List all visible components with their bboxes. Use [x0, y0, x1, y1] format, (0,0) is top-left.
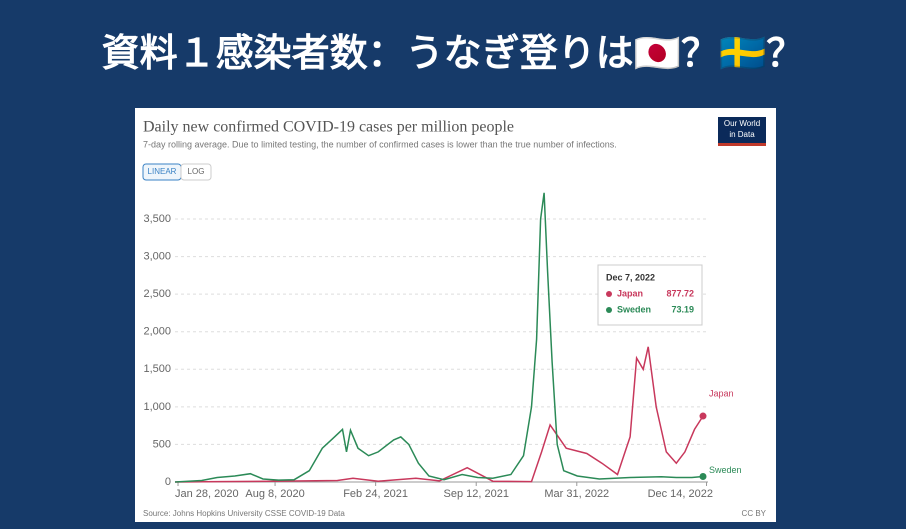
y-tick-label: 2,000	[143, 326, 171, 338]
chart-subtitle: 7-day rolling average. Due to limited te…	[143, 139, 617, 149]
series-end-label: Sweden	[709, 465, 742, 475]
button[interactable]	[180, 163, 212, 181]
logo-text: in Data	[729, 130, 755, 139]
source: Source: Johns Hopkins University CSSE CO…	[143, 509, 345, 518]
series-end-label: Japan	[709, 388, 734, 398]
tooltip-box	[597, 264, 703, 326]
y-tick-label: 2,500	[143, 288, 171, 300]
tooltip-name: Sweden	[617, 304, 651, 314]
y-tick-label: 0	[165, 476, 171, 488]
x-tick-label: Sep 12, 2021	[443, 488, 508, 500]
logo-bar	[718, 143, 766, 146]
y-tick-label: 1,000	[143, 401, 171, 413]
y-tick-label: 3,000	[143, 251, 171, 263]
x-tick-label: Aug 8, 2020	[245, 488, 304, 500]
tooltip: Dec 7, 2022 Japan 877.72 Sweden 73.19	[597, 264, 703, 326]
x-tick-label: Jan 28, 2020	[175, 488, 239, 500]
tooltip-name: Japan	[617, 288, 643, 298]
end-point	[699, 473, 707, 481]
button-label[interactable]: LINEAR	[148, 167, 177, 176]
end-point	[699, 412, 707, 420]
tooltip-value: 73.19	[671, 304, 694, 314]
button-label[interactable]: LOG	[188, 167, 205, 176]
tooltip-swatch	[606, 307, 612, 313]
plot: 0 500 1,000 1,500 2,000 2,500 3,000 3,500 Jan 28…	[143, 192, 742, 500]
x-tick-label: Feb 24, 2021	[343, 488, 408, 500]
x-tick-label: Dec 14, 2022	[648, 488, 713, 500]
logo-text: Our World	[724, 119, 760, 128]
series-line	[174, 192, 704, 483]
series-line	[174, 346, 704, 483]
logo	[718, 117, 766, 145]
chart-title: Daily new confirmed COVID-19 cases per m…	[143, 119, 514, 136]
slide-title: 資料１感染者数：うなぎ登りは🇯🇵？🇸🇪？	[101, 31, 805, 75]
tooltip-swatch	[606, 291, 612, 297]
x-tick-label: Mar 31, 2022	[544, 488, 609, 500]
tooltip-date: Dec 7, 2022	[606, 272, 655, 282]
y-tick-label: 1,500	[143, 363, 171, 375]
y-tick-label: 3,500	[143, 213, 171, 225]
y-tick-label: 500	[153, 438, 171, 450]
tooltip-value: 877.72	[666, 288, 694, 298]
license: CC BY	[742, 509, 767, 518]
